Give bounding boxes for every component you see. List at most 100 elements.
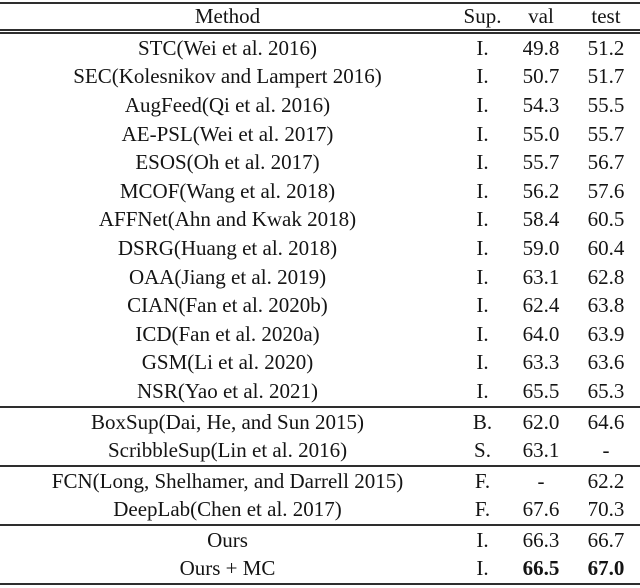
method-cell: Ours + MC xyxy=(179,556,276,581)
test-cell: 60.5 xyxy=(587,207,625,232)
val-cell: 56.2 xyxy=(522,178,560,203)
val-cell: - xyxy=(537,468,545,493)
test-cell: 55.5 xyxy=(587,92,625,117)
table-row: Ours + MC I. 66.5 67.0 xyxy=(0,555,640,585)
table-row: DeepLab(Chen et al. 2017) F. 67.6 70.3 xyxy=(0,496,640,526)
method-cell: ScribbleSup(Lin et al. 2016) xyxy=(107,438,348,463)
val-cell: 66.3 xyxy=(522,527,560,552)
sup-cell: I. xyxy=(476,378,489,403)
method-cell: ESOS(Oh et al. 2017) xyxy=(135,150,320,175)
table-row: SEC(Kolesnikov and Lampert 2016) I. 50.7… xyxy=(0,63,640,92)
sup-cell: I. xyxy=(476,556,489,581)
sup-cell: I. xyxy=(476,264,489,289)
val-cell: 55.0 xyxy=(522,121,560,146)
sup-cell: I. xyxy=(476,178,489,203)
table-section: BoxSup(Dai, He, and Sun 2015) B. 62.0 64… xyxy=(0,407,640,466)
table-row: ESOS(Oh et al. 2017) I. 55.7 56.7 xyxy=(0,148,640,177)
method-cell: AFFNet(Ahn and Kwak 2018) xyxy=(98,207,357,232)
val-cell: 66.5 xyxy=(522,556,560,581)
val-cell: 55.7 xyxy=(522,150,560,175)
sup-cell: I. xyxy=(476,121,489,146)
val-cell: 59.0 xyxy=(522,235,560,260)
table-header: Method Sup. val test xyxy=(0,3,640,32)
sup-cell: I. xyxy=(476,350,489,375)
table-row: AFFNet(Ahn and Kwak 2018) I. 58.4 60.5 xyxy=(0,206,640,235)
sup-cell: I. xyxy=(476,527,489,552)
table-row: AugFeed(Qi et al. 2016) I. 54.3 55.5 xyxy=(0,91,640,120)
method-cell: DeepLab(Chen et al. 2017) xyxy=(113,497,342,522)
sup-cell: I. xyxy=(476,293,489,318)
sup-cell: I. xyxy=(476,92,489,117)
method-cell: BoxSup(Dai, He, and Sun 2015) xyxy=(91,409,364,434)
sup-cell: F. xyxy=(474,468,491,493)
method-cell: MCOF(Wang et al. 2018) xyxy=(119,178,336,203)
method-cell: AugFeed(Qi et al. 2016) xyxy=(124,92,331,117)
val-cell: 65.5 xyxy=(522,378,560,403)
test-cell: 51.7 xyxy=(587,64,625,89)
table-section: FCN(Long, Shelhamer, and Darrell 2015) F… xyxy=(0,466,640,526)
test-cell: 67.0 xyxy=(587,556,625,581)
test-cell: 51.2 xyxy=(587,35,625,60)
val-cell: 62.0 xyxy=(522,409,560,434)
val-cell: 62.4 xyxy=(522,293,560,318)
val-cell: 50.7 xyxy=(522,64,560,89)
test-cell: 56.7 xyxy=(587,150,625,175)
col-header-sup: Sup. xyxy=(463,4,502,28)
sup-cell: I. xyxy=(476,207,489,232)
table-row: AE-PSL(Wei et al. 2017) I. 55.0 55.7 xyxy=(0,120,640,149)
test-cell: - xyxy=(602,438,610,463)
sup-cell: I. xyxy=(476,321,489,346)
table-row: OAA(Jiang et al. 2019) I. 63.1 62.8 xyxy=(0,263,640,292)
table-row: STC(Wei et al. 2016) I. 49.8 51.2 xyxy=(0,32,640,63)
test-cell: 62.8 xyxy=(587,264,625,289)
sup-cell: F. xyxy=(474,497,491,522)
method-cell: NSR(Yao et al. 2021) xyxy=(136,378,319,403)
col-header-test: test xyxy=(591,4,621,28)
sup-cell: B. xyxy=(472,409,493,434)
table-row: ScribbleSup(Lin et al. 2016) S. 63.1 - xyxy=(0,436,640,466)
table-row: GSM(Li et al. 2020) I. 63.3 63.6 xyxy=(0,349,640,378)
table-row: NSR(Yao et al. 2021) I. 65.5 65.3 xyxy=(0,377,640,407)
col-header-val: val xyxy=(528,4,554,28)
table-row: ICD(Fan et al. 2020a) I. 64.0 63.9 xyxy=(0,320,640,349)
method-cell: STC(Wei et al. 2016) xyxy=(137,35,318,60)
test-cell: 65.3 xyxy=(587,378,625,403)
header-row: Method Sup. val test xyxy=(0,3,640,32)
table-row: FCN(Long, Shelhamer, and Darrell 2015) F… xyxy=(0,466,640,496)
val-cell: 63.3 xyxy=(522,350,560,375)
test-cell: 66.7 xyxy=(587,527,625,552)
method-cell: OAA(Jiang et al. 2019) xyxy=(128,264,327,289)
method-cell: ICD(Fan et al. 2020a) xyxy=(135,321,320,346)
table-row: DSRG(Huang et al. 2018) I. 59.0 60.4 xyxy=(0,234,640,263)
method-cell: CIAN(Fan et al. 2020b) xyxy=(127,293,328,318)
val-cell: 54.3 xyxy=(522,92,560,117)
test-cell: 62.2 xyxy=(587,468,625,493)
table-section: STC(Wei et al. 2016) I. 49.8 51.2 SEC(Ko… xyxy=(0,32,640,407)
table-row: MCOF(Wang et al. 2018) I. 56.2 57.6 xyxy=(0,177,640,206)
sup-cell: I. xyxy=(476,150,489,175)
test-cell: 55.7 xyxy=(587,121,625,146)
method-cell: DSRG(Huang et al. 2018) xyxy=(117,235,338,260)
val-cell: 63.1 xyxy=(522,264,560,289)
test-cell: 57.6 xyxy=(587,178,625,203)
method-cell: Ours xyxy=(207,527,248,552)
method-cell: SEC(Kolesnikov and Lampert 2016) xyxy=(73,64,382,89)
val-cell: 49.8 xyxy=(522,35,560,60)
col-header-method: Method xyxy=(194,4,261,28)
val-cell: 64.0 xyxy=(522,321,560,346)
test-cell: 64.6 xyxy=(587,409,625,434)
method-cell: FCN(Long, Shelhamer, and Darrell 2015) xyxy=(51,468,404,493)
test-cell: 63.6 xyxy=(587,350,625,375)
method-cell: GSM(Li et al. 2020) xyxy=(141,350,314,375)
sup-cell: I. xyxy=(476,35,489,60)
table-section: Ours I. 66.3 66.7 Ours + MC I. 66.5 67.0 xyxy=(0,525,640,585)
sup-cell: I. xyxy=(476,64,489,89)
table-row: Ours I. 66.3 66.7 xyxy=(0,525,640,555)
method-cell: AE-PSL(Wei et al. 2017) xyxy=(121,121,334,146)
test-cell: 60.4 xyxy=(587,235,625,260)
table-row: CIAN(Fan et al. 2020b) I. 62.4 63.8 xyxy=(0,291,640,320)
table-row: BoxSup(Dai, He, and Sun 2015) B. 62.0 64… xyxy=(0,407,640,437)
sup-cell: I. xyxy=(476,235,489,260)
